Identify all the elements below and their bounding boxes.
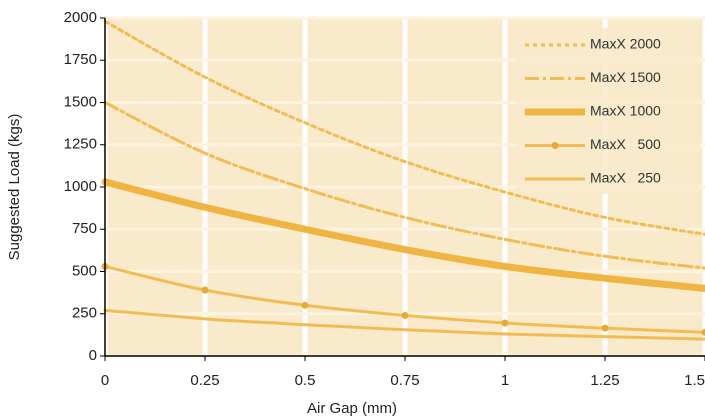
y-tick-label: 1250 [64,136,97,153]
series-line [103,308,705,341]
legend-label: MaxX 1000 [590,103,661,119]
point-marker [701,328,705,336]
y-tick-label: 500 [72,262,97,279]
x-tick-label: 0.5 [295,372,316,389]
point-marker [301,301,309,309]
point-marker [201,286,209,294]
series-line [101,178,705,292]
x-tick-label: 1.5 [684,372,705,389]
x-tick-label: 1.25 [590,372,619,389]
point-marker [601,324,609,332]
series-line [103,101,705,270]
y-tick-label: 1500 [64,93,97,110]
y-axis-label: Suggested Load (kgs) [6,114,23,261]
legend-label: MaxX 500 [590,136,661,152]
point-marker [501,319,509,327]
x-axis-label: Air Gap (mm) [307,400,397,417]
y-tick-label: 0 [89,347,97,364]
x-tick-label: 0.75 [390,372,419,389]
x-tick-label: 1 [501,372,509,389]
x-tick-label: 0.25 [190,372,219,389]
legend-label: MaxX 1500 [590,69,661,85]
legend-label: MaxX 2000 [590,36,661,52]
x-tick-label: 0 [101,372,109,389]
legend-label: MaxX 250 [590,170,661,186]
legend-marker [551,142,559,149]
series-line [103,19,705,236]
y-tick-label: 750 [72,220,97,237]
y-tick-label: 1000 [64,178,97,195]
y-tick-label: 2000 [64,9,97,26]
point-marker [401,311,409,319]
y-tick-label: 250 [72,305,97,322]
y-tick-label: 1750 [64,51,97,68]
